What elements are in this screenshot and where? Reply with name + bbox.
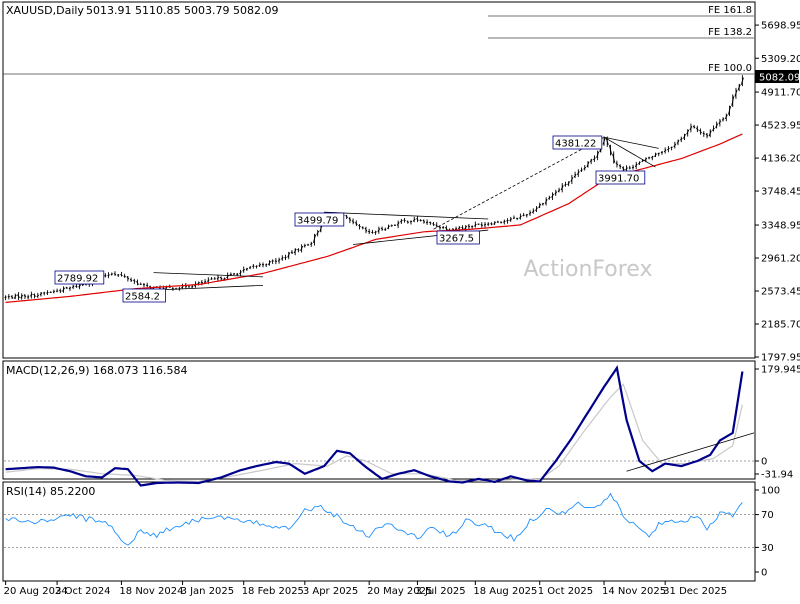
rsi-title: RSI(14) 85.2200	[6, 485, 95, 498]
date-tick-label: 31 Dec 2025	[663, 586, 727, 597]
date-tick-label: 3 Jan 2025	[181, 586, 235, 597]
price-tick-label: 5698.95	[761, 21, 800, 32]
candle-body	[66, 288, 68, 289]
fib-level-label: FE 161.8	[708, 5, 752, 16]
price-tick-label: 4136.20	[761, 154, 800, 165]
current-price-label: 5082.09	[759, 73, 800, 84]
candle-body	[410, 221, 412, 222]
date-tick-label: 3 Jul 2025	[415, 586, 465, 597]
candle-body	[513, 218, 515, 219]
price-tick-label: 1797.95	[761, 353, 800, 364]
price-tick-label: 3748.45	[761, 187, 800, 198]
price-tick-label: 5309.20	[761, 54, 800, 65]
price-callout-label: 3499.79	[297, 216, 338, 227]
date-tick-label: 1 Oct 2025	[538, 586, 593, 597]
candle-body	[5, 297, 7, 298]
symbol-label: XAUUSD,Daily	[6, 4, 84, 17]
candle-body	[384, 229, 386, 230]
date-tick-label: 3 Oct 2024	[55, 586, 110, 597]
candle-body	[27, 297, 29, 298]
price-callout-label: 2584.2	[125, 292, 160, 303]
candle-body	[490, 224, 492, 225]
candle-body	[75, 286, 77, 287]
fib-level-label: FE 100.0	[708, 63, 752, 74]
candle-body	[146, 285, 148, 286]
date-tick-label: 18 Feb 2025	[242, 586, 304, 597]
macd-panel-frame	[3, 361, 755, 479]
macd-tick-label: -31.94	[761, 470, 793, 481]
rsi-tick-label: 100	[761, 486, 780, 497]
price-tick-label: 4911.70	[761, 88, 800, 99]
ohlc-readout: 5013.91 5110.85 5003.79 5082.09	[86, 4, 278, 17]
price-tick-label: 2573.45	[761, 287, 800, 298]
candle-body	[124, 276, 126, 277]
date-tick-label: 14 Nov 2025	[602, 586, 666, 597]
price-callout-label: 3991.70	[598, 174, 639, 185]
price-tick-label: 2185.70	[761, 320, 800, 331]
price-callout-label: 3267.5	[439, 234, 474, 245]
rsi-tick-label: 0	[761, 568, 767, 579]
rsi-tick-label: 30	[761, 543, 774, 554]
date-tick-label: 3 Apr 2025	[303, 586, 358, 597]
candle-body	[391, 225, 393, 226]
candle-body	[143, 284, 145, 285]
fib-level-label: FE 138.2	[708, 27, 752, 38]
macd-tick-label: 179.945	[761, 365, 800, 376]
rsi-tick-label: 70	[761, 510, 774, 521]
macd-tick-label: 0	[761, 457, 767, 468]
macd-title: MACD(12,26,9) 168.073 116.584	[6, 364, 188, 377]
rsi-panel-frame	[3, 482, 755, 581]
price-tick-label: 3348.95	[761, 221, 800, 232]
candle-body	[56, 291, 58, 292]
watermark: ActionForex	[524, 257, 653, 282]
candle-body	[211, 279, 213, 280]
price-callout-label: 4381.22	[555, 139, 596, 150]
date-tick-label: 18 Aug 2025	[473, 586, 537, 597]
candle-body	[404, 220, 406, 221]
date-tick-label: 18 Nov 2024	[119, 586, 183, 597]
price-tick-label: 2961.20	[761, 254, 800, 265]
price-callout-label: 2789.92	[57, 274, 98, 285]
price-tick-label: 4523.95	[761, 121, 800, 132]
